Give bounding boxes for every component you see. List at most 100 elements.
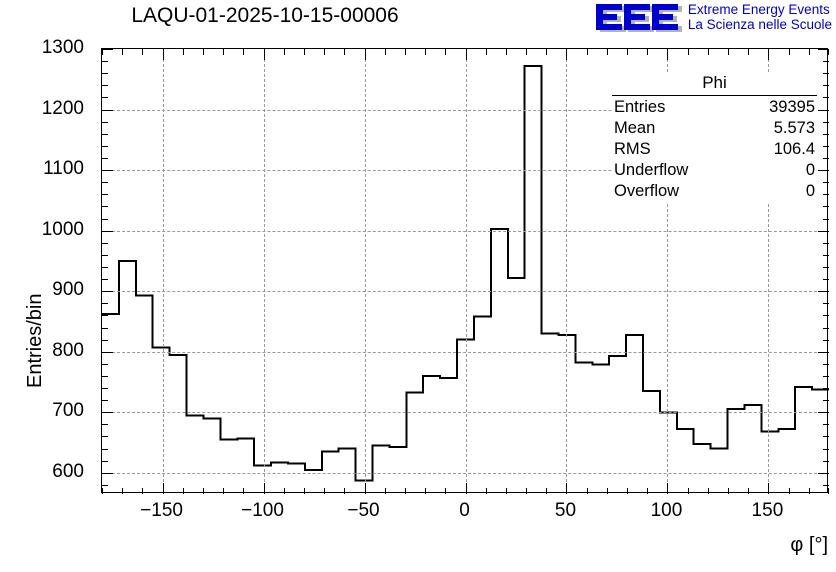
axis-tick [344,49,346,55]
stats-row: Mean 5.573 [612,118,817,139]
axis-tick [823,182,829,184]
axis-tick [823,218,829,220]
axis-tick [823,460,829,462]
stats-row: Underflow 0 [612,160,817,181]
axis-tick [102,182,108,184]
axis-tick [102,254,108,256]
stats-row-value: 5.573 [773,119,815,138]
stats-row-value: 0 [805,182,815,201]
x-tick-label: 0 [459,500,470,521]
y-tick-label: 1300 [41,37,84,58]
axis-tick [586,488,588,494]
axis-tick [102,206,108,208]
axis-tick [667,49,669,60]
axis-tick [485,488,487,494]
axis-tick [102,279,108,281]
axis-tick [728,488,730,494]
eee-logo-line2: La Scienza nelle Scuole [687,17,832,33]
grid-line-horizontal [102,351,827,353]
axis-tick [823,266,829,268]
axis-tick [202,49,204,55]
eee-logo-text: Extreme Energy Events La Scienza nelle S… [688,2,832,32]
axis-tick [303,488,305,494]
axis-tick [465,49,467,60]
axis-tick [505,488,507,494]
x-tick-label: −50 [347,500,380,521]
axis-tick [102,339,108,341]
axis-tick [828,488,829,494]
axis-tick [102,303,108,305]
axis-tick [425,49,427,55]
axis-tick [102,85,108,87]
axis-tick [823,424,829,426]
stats-row: RMS 106.4 [612,139,817,160]
axis-tick [102,218,108,220]
axis-tick [243,49,245,55]
x-tick-label: 50 [554,500,577,521]
stats-row-value: 106.4 [773,140,815,159]
axis-tick [647,49,649,55]
stats-title: Phi [702,73,727,92]
axis-tick [823,61,829,63]
axis-tick [324,49,326,55]
axis-tick [818,291,829,293]
axis-tick [102,488,103,494]
axis-tick [102,145,108,147]
grid-line-vertical [364,49,366,492]
axis-tick [102,291,113,293]
axis-tick [748,488,750,494]
axis-tick [823,97,829,99]
axis-tick [102,194,108,196]
stats-row: Overflow 0 [612,181,817,202]
axis-tick [364,483,366,494]
axis-tick [102,363,108,365]
grid-line-vertical [768,49,770,492]
axis-tick [445,49,447,55]
axis-tick [102,157,108,159]
grid-line-horizontal [102,412,827,414]
axis-tick [788,488,790,494]
axis-tick [202,488,204,494]
axis-tick [823,436,829,438]
axis-tick [823,254,829,256]
axis-tick [223,49,225,55]
axis-tick [102,351,113,353]
stats-row-key: RMS [614,140,651,159]
eee-logo-line1: Extreme Energy Events [687,2,830,17]
axis-tick [102,472,113,474]
axis-tick [485,49,487,55]
grid-line-horizontal [102,291,827,293]
grid-line-vertical [263,49,265,492]
axis-tick [102,460,108,462]
axis-tick [546,49,548,55]
eee-logo: Extreme Energy Events La Scienza nelle S… [592,2,832,38]
axis-tick [102,484,108,486]
axis-tick [182,49,184,55]
axis-tick [102,170,113,172]
axis-tick [823,388,829,390]
axis-tick [263,49,265,60]
x-tick-label: 100 [650,500,683,521]
stats-row-key: Entries [614,98,666,116]
axis-tick [445,488,447,494]
axis-tick [823,315,829,317]
axis-tick [823,242,829,244]
axis-tick [768,483,770,494]
axis-tick [223,488,225,494]
axis-tick [606,488,608,494]
axis-tick [818,170,829,172]
axis-tick [818,412,829,414]
axis-tick [818,49,829,50]
axis-tick [283,488,285,494]
stats-rows: Entries 39395 Mean 5.573 RMS 106.4 Underflow 0 O… [612,97,817,203]
grid-line-vertical [162,49,164,492]
axis-tick [818,351,829,353]
axis-tick [823,133,829,135]
y-tick-label: 700 [52,400,84,422]
axis-tick [707,49,709,55]
axis-tick [823,194,829,196]
stats-row-key: Overflow [614,182,680,201]
axis-tick [728,49,730,55]
axis-tick [344,488,346,494]
axis-tick [823,145,829,147]
